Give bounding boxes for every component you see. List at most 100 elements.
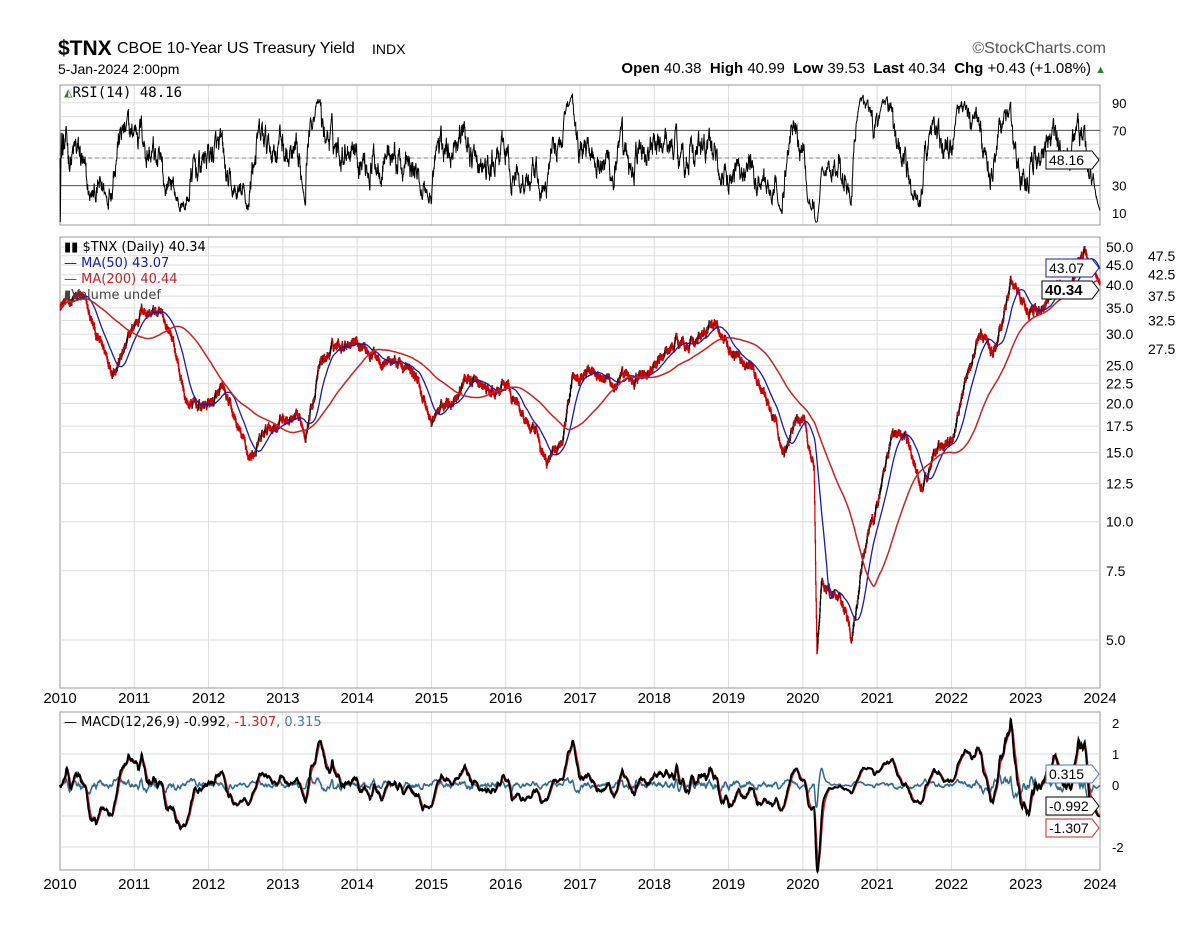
legend-ma50-text: MA(50) 43.07	[81, 256, 170, 271]
low-value: 39.53	[827, 60, 865, 77]
x-tick-label: 2013	[266, 876, 299, 893]
high-value: 40.99	[747, 60, 785, 77]
chg-value: +0.43 (+1.08%)	[987, 60, 1091, 77]
x-tick-label: 2014	[340, 690, 373, 707]
price-tick-label: 25.0	[1106, 357, 1133, 373]
price-tick-label: 5.0	[1106, 632, 1126, 648]
macd-tick-label: 1	[1112, 747, 1119, 762]
price-tick-label: 47.5	[1148, 248, 1175, 264]
macd-line	[59, 717, 1101, 875]
x-tick-label: 2014	[340, 876, 373, 893]
macd-line-icon: —	[64, 715, 77, 730]
x-tick-label: 2021	[860, 690, 893, 707]
hist-last-tag-box	[1045, 764, 1100, 784]
legend-volume-text: Volume undef	[71, 288, 161, 303]
price-tick-label: 12.5	[1106, 476, 1133, 492]
x-tick-label: 2019	[712, 876, 745, 893]
signal-last-tag: -1.307	[1049, 820, 1089, 836]
legend-price-text: $TNX (Daily) 40.34	[82, 240, 206, 255]
macd-legend-hist: 0.315	[284, 715, 322, 730]
open-value: 40.38	[663, 60, 702, 77]
low-label: Low	[793, 60, 824, 77]
rsi-legend-text: RSI(14) 48.16	[72, 85, 183, 101]
x-tick-label: 2015	[415, 690, 448, 707]
x-tick-label: 2021	[860, 876, 893, 893]
up-triangle-icon: ▲	[1095, 64, 1106, 76]
macd-tick-label: -2	[1112, 840, 1124, 855]
price-panel-frame	[59, 236, 1101, 689]
rsi-last-tag-box	[1045, 150, 1100, 170]
rsi-tick-label: 10	[1112, 206, 1126, 221]
x-tick-label: 2024	[1083, 690, 1116, 707]
rsi-icon: ◭	[64, 85, 73, 101]
macd-signal-line	[59, 723, 1101, 863]
price-tick-label: 10.0	[1106, 514, 1133, 530]
chg-label: Chg	[954, 60, 984, 77]
x-tick-label: 2018	[638, 876, 671, 893]
x-tick-label: 2017	[563, 690, 596, 707]
legend-ma50: — MA(50) 43.07	[64, 256, 170, 271]
security-name: CBOE 10-Year US Treasury Yield	[117, 40, 355, 57]
rsi-tick-label: 90	[1112, 96, 1126, 111]
macd-histogram	[59, 767, 1101, 809]
price-tick-label: 40.0	[1106, 277, 1133, 293]
rsi-panel-frame	[59, 84, 1101, 226]
rsi-tick-label: 70	[1112, 123, 1126, 138]
rsi-tick-label: 30	[1112, 179, 1126, 194]
x-tick-label: 2013	[266, 690, 299, 707]
signal-last-tag-box	[1045, 818, 1100, 838]
legend-volume: ▮Volume undef	[64, 288, 206, 304]
legend-ma200: — MA(200) 40.44	[64, 272, 178, 287]
x-tick-label: 2018	[638, 690, 671, 707]
stockcharts-logo: ©StockCharts.com	[972, 40, 1106, 57]
x-tick-label: 2022	[935, 876, 968, 893]
macd-tick-label: 0	[1112, 778, 1119, 793]
rsi-line	[59, 93, 1101, 223]
legend-ma200-text: MA(200) 40.44	[81, 272, 178, 287]
macd-last-tag: -0.992	[1049, 798, 1089, 814]
last-label: Last	[873, 60, 905, 77]
x-tick-label: 2020	[786, 876, 819, 893]
ma50-last-tag-box	[1045, 258, 1100, 278]
legend-price: ▮▮ $TNX (Daily) 40.34	[64, 240, 206, 256]
price-last-tag-box	[1041, 280, 1100, 300]
x-tick-label: 2011	[118, 690, 150, 707]
price-tick-label: 37.5	[1148, 288, 1175, 304]
macd-legend: — MACD(12,26,9) -0.992, -1.307, 0.315	[64, 715, 322, 730]
x-tick-label: 2023	[1009, 876, 1042, 893]
ma50-last-tag: 43.07	[1049, 260, 1084, 276]
macd-legend-macd: -0.992	[184, 715, 226, 730]
rsi-last-tag: 48.16	[1049, 152, 1084, 168]
high-label: High	[709, 60, 744, 77]
last-value: 40.34	[908, 60, 946, 77]
price-tick-label: 42.5	[1148, 267, 1175, 283]
x-tick-label: 2011	[118, 876, 150, 893]
ma200-line	[59, 278, 1101, 588]
x-tick-label: 2016	[489, 876, 522, 893]
x-tick-label: 2015	[415, 876, 448, 893]
x-tick-label: 2016	[489, 690, 522, 707]
price-tick-label: 32.5	[1148, 313, 1175, 329]
x-tick-label: 2022	[935, 690, 968, 707]
x-tick-label: 2012	[192, 690, 225, 707]
price-tick-label: 50.0	[1106, 239, 1133, 255]
price-tick-label: 22.5	[1106, 375, 1133, 391]
x-tick-label: 2020	[786, 690, 819, 707]
x-tick-label: 2017	[563, 876, 596, 893]
price-tick-label: 45.0	[1106, 257, 1133, 273]
x-tick-label: 2024	[1083, 876, 1116, 893]
ohlc-readout: Open 40.38 High 40.99 Low 39.53 Last 40.…	[621, 60, 1106, 77]
price-tick-label: 15.0	[1106, 444, 1133, 460]
price-tick-label: 27.5	[1148, 341, 1175, 357]
hist-last-tag: 0.315	[1049, 766, 1084, 782]
macd-panel-frame	[59, 711, 1101, 871]
macd-tick-label: 2	[1112, 716, 1119, 731]
volume-icon: ▮	[64, 288, 72, 303]
price-tick-label: 30.0	[1106, 326, 1133, 342]
x-tick-label: 2010	[43, 690, 76, 707]
macd-legend-signal: -1.307	[234, 715, 277, 730]
price-legend: ▮▮ $TNX (Daily) 40.34 — MA(50) 43.07 — M…	[64, 240, 206, 304]
price-tick-label: 17.5	[1106, 418, 1133, 434]
exchange: INDX	[372, 41, 406, 57]
